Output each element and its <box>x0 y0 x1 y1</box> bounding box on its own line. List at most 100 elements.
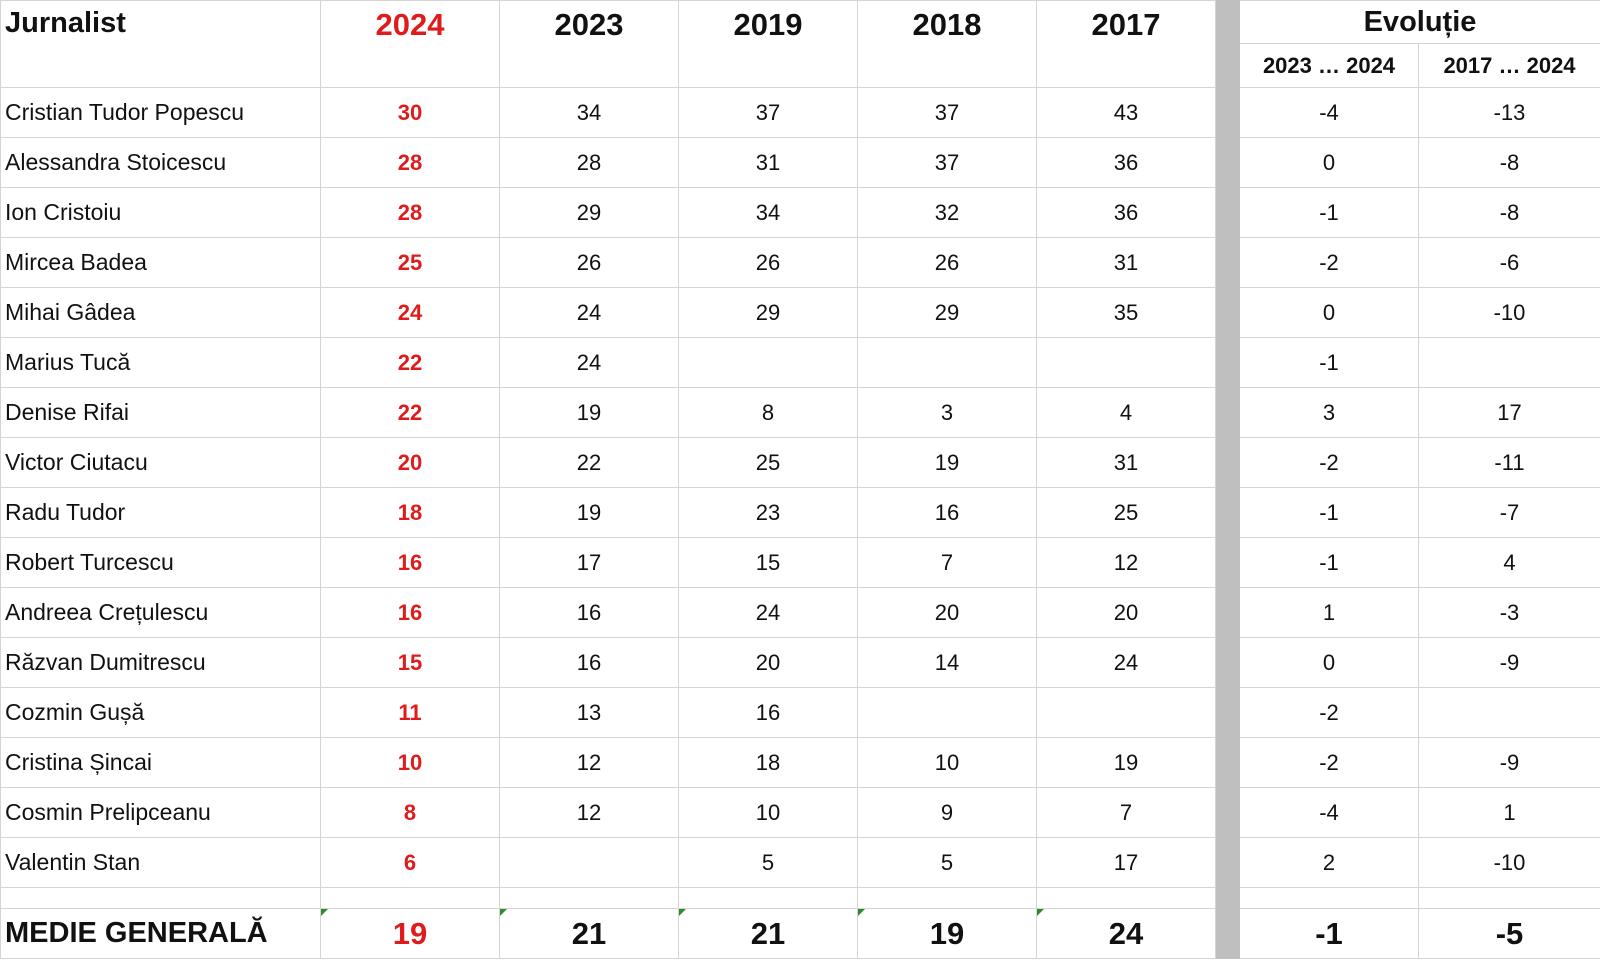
empty-cell <box>0 887 321 909</box>
header-subrow: 2023 … 2024 2017 … 2024 <box>1 43 1600 88</box>
table-row: Cristian Tudor Popescu 30 34 37 37 43 -4 -13 <box>0 87 1600 138</box>
score-cell: 5 <box>678 837 858 888</box>
score-cell: 3 <box>857 387 1037 438</box>
average-score-cell: 21 <box>678 908 858 959</box>
journalist-name: Cristina Șincai <box>0 737 321 788</box>
score-cell: 31 <box>1036 237 1216 288</box>
score-cell: 34 <box>678 187 858 238</box>
journalist-name: Victor Ciutacu <box>0 437 321 488</box>
score-cell: 10 <box>320 737 500 788</box>
score-cell: 24 <box>1036 637 1216 688</box>
table-row: Mihai Gâdea 24 24 29 29 35 0 -10 <box>0 287 1600 338</box>
score-cell: 29 <box>857 287 1037 338</box>
score-cell: 20 <box>857 587 1037 638</box>
header-jurnalist: Jurnalist <box>0 0 321 88</box>
score-cell: 15 <box>320 637 500 688</box>
journalist-name: Valentin Stan <box>0 837 321 888</box>
header-year-2024: 2024 <box>320 0 500 88</box>
journalist-name: Denise Rifai <box>0 387 321 438</box>
score-cell: 16 <box>499 587 679 638</box>
evolution-cell: 0 <box>1239 287 1419 338</box>
score-cell: 7 <box>857 537 1037 588</box>
score-cell <box>1036 337 1216 388</box>
score-cell: 5 <box>857 837 1037 888</box>
evolution-cell: -2 <box>1239 437 1419 488</box>
score-cell: 32 <box>857 187 1037 238</box>
score-cell <box>857 687 1037 738</box>
score-cell: 26 <box>857 237 1037 288</box>
score-cell: 8 <box>678 387 858 438</box>
evolution-cell: 17 <box>1418 387 1600 438</box>
score-cell: 18 <box>678 737 858 788</box>
evolution-cell: 4 <box>1418 537 1600 588</box>
journalist-name: Alessandra Stoicescu <box>0 137 321 188</box>
score-cell: 12 <box>499 737 679 788</box>
score-cell: 28 <box>320 187 500 238</box>
score-cell: 31 <box>1036 437 1216 488</box>
separator-cell <box>1215 837 1240 888</box>
journalist-name: Andreea Crețulescu <box>0 587 321 638</box>
score-cell <box>678 337 858 388</box>
score-cell: 35 <box>1036 287 1216 338</box>
journalist-name: Ion Cristoiu <box>0 187 321 238</box>
score-cell: 29 <box>678 287 858 338</box>
separator-cell <box>1215 637 1240 688</box>
table-row: Victor Ciutacu 20 22 25 19 31 -2 -11 <box>0 437 1600 488</box>
average-score-cell: 24 <box>1036 908 1216 959</box>
header-year-2018: 2018 <box>857 0 1037 88</box>
empty-cell <box>857 887 1037 909</box>
evolution-cell: -10 <box>1418 837 1600 888</box>
score-cell: 12 <box>499 787 679 838</box>
score-cell: 20 <box>678 637 858 688</box>
score-cell: 20 <box>1036 587 1216 638</box>
score-cell: 20 <box>320 437 500 488</box>
score-cell: 11 <box>320 687 500 738</box>
journalist-name: Cosmin Prelipceanu <box>0 787 321 838</box>
score-cell: 26 <box>678 237 858 288</box>
header-evolution-2017-2024: 2017 … 2024 <box>1418 43 1600 88</box>
score-cell: 34 <box>499 87 679 138</box>
journalist-name: Răzvan Dumitrescu <box>0 637 321 688</box>
empty-cell <box>1418 887 1600 909</box>
average-evolution-cell: -1 <box>1239 908 1419 959</box>
score-cell: 29 <box>499 187 679 238</box>
separator-cell <box>1215 237 1240 288</box>
score-cell: 37 <box>857 137 1037 188</box>
evolution-cell: 1 <box>1418 787 1600 838</box>
evolution-cell: -2 <box>1239 237 1419 288</box>
spacer-row <box>0 887 1600 909</box>
evolution-cell: -2 <box>1239 687 1419 738</box>
score-cell: 9 <box>857 787 1037 838</box>
score-cell: 16 <box>857 487 1037 538</box>
average-row: MEDIE GENERALĂ 19 21 21 19 24 -1 -5 <box>0 908 1600 959</box>
score-cell: 16 <box>320 537 500 588</box>
evolution-cell: -4 <box>1239 787 1419 838</box>
header-evolution-2023-2024: 2023 … 2024 <box>1239 43 1419 88</box>
score-cell: 25 <box>1036 487 1216 538</box>
table-row: Denise Rifai 22 19 8 3 4 3 17 <box>0 387 1600 438</box>
journalist-name: Radu Tudor <box>0 487 321 538</box>
score-cell: 15 <box>678 537 858 588</box>
score-cell: 12 <box>1036 537 1216 588</box>
separator-cell <box>1215 687 1240 738</box>
separator-cell <box>1215 287 1240 338</box>
score-cell: 28 <box>499 137 679 188</box>
score-cell: 24 <box>499 337 679 388</box>
score-cell <box>1036 687 1216 738</box>
evolution-cell <box>1418 687 1600 738</box>
score-cell: 18 <box>320 487 500 538</box>
score-cell: 28 <box>320 137 500 188</box>
score-cell: 10 <box>857 737 1037 788</box>
evolution-cell: -3 <box>1418 587 1600 638</box>
separator-cell <box>1215 137 1240 188</box>
evolution-cell: 2 <box>1239 837 1419 888</box>
score-cell: 43 <box>1036 87 1216 138</box>
evolution-cell: 0 <box>1239 137 1419 188</box>
header-year-2023: 2023 <box>499 0 679 88</box>
evolution-cell: -7 <box>1418 487 1600 538</box>
table-row: Valentin Stan 6 5 5 17 2 -10 <box>0 837 1600 888</box>
separator-cell <box>1215 87 1240 138</box>
evolution-cell: -1 <box>1239 337 1419 388</box>
score-cell: 22 <box>320 337 500 388</box>
